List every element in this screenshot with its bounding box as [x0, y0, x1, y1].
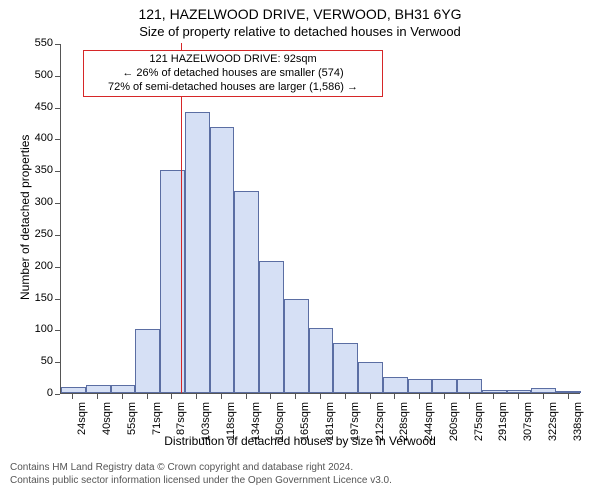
histogram-bar	[457, 379, 482, 393]
y-tick-mark	[55, 267, 60, 268]
annotation-line: 72% of semi-detached houses are larger (…	[88, 81, 378, 95]
histogram-bar	[556, 391, 581, 393]
x-tick-mark	[246, 394, 247, 399]
x-tick-mark	[147, 394, 148, 399]
y-tick-label: 100	[25, 323, 53, 335]
y-tick-mark	[55, 330, 60, 331]
license-line-1: Contains HM Land Registry data © Crown c…	[10, 462, 392, 475]
x-tick-label: 291sqm	[497, 402, 509, 452]
y-axis-label: Number of detached properties	[18, 135, 32, 300]
x-tick-label: 181sqm	[324, 402, 336, 452]
x-tick-mark	[493, 394, 494, 399]
histogram-bar	[61, 387, 86, 393]
license-text: Contains HM Land Registry data © Crown c…	[10, 462, 392, 487]
histogram-bar	[507, 390, 532, 393]
x-tick-label: 103sqm	[200, 402, 212, 452]
chart-title: 121, HAZELWOOD DRIVE, VERWOOD, BH31 6YG	[0, 6, 600, 22]
y-tick-mark	[55, 108, 60, 109]
histogram-bar	[284, 299, 309, 393]
x-tick-label: 307sqm	[522, 402, 534, 452]
x-tick-mark	[122, 394, 123, 399]
x-tick-label: 322sqm	[547, 402, 559, 452]
histogram-bar	[185, 112, 210, 393]
x-tick-mark	[97, 394, 98, 399]
license-line-2: Contains public sector information licen…	[10, 475, 392, 488]
chart-subtitle: Size of property relative to detached ho…	[0, 24, 600, 39]
x-tick-label: 197sqm	[349, 402, 361, 452]
x-tick-label: 134sqm	[250, 402, 262, 452]
histogram-bar	[358, 362, 383, 393]
x-tick-label: 165sqm	[299, 402, 311, 452]
annotation-line: ← 26% of detached houses are smaller (57…	[88, 67, 378, 81]
x-tick-mark	[518, 394, 519, 399]
y-tick-label: 500	[25, 69, 53, 81]
x-tick-mark	[345, 394, 346, 399]
x-tick-mark	[444, 394, 445, 399]
y-tick-mark	[55, 299, 60, 300]
y-tick-mark	[55, 394, 60, 395]
y-tick-label: 150	[25, 292, 53, 304]
x-tick-label: 87sqm	[175, 402, 187, 452]
x-tick-label: 228sqm	[398, 402, 410, 452]
annotation-box: 121 HAZELWOOD DRIVE: 92sqm← 26% of detac…	[83, 50, 383, 97]
histogram-bar	[482, 390, 507, 393]
x-tick-mark	[196, 394, 197, 399]
histogram-bar	[408, 379, 433, 393]
x-tick-mark	[171, 394, 172, 399]
y-tick-label: 0	[25, 387, 53, 399]
y-tick-label: 450	[25, 101, 53, 113]
x-tick-label: 55sqm	[126, 402, 138, 452]
x-tick-mark	[469, 394, 470, 399]
y-tick-label: 350	[25, 164, 53, 176]
chart-frame: { "title": "121, HAZELWOOD DRIVE, VERWOO…	[0, 0, 600, 500]
x-tick-mark	[543, 394, 544, 399]
y-tick-label: 200	[25, 260, 53, 272]
plot-area: 121 HAZELWOOD DRIVE: 92sqm← 26% of detac…	[60, 44, 580, 394]
y-tick-mark	[55, 362, 60, 363]
y-tick-mark	[55, 203, 60, 204]
y-tick-mark	[55, 139, 60, 140]
histogram-bar	[86, 385, 111, 393]
x-tick-label: 40sqm	[101, 402, 113, 452]
annotation-line: 121 HAZELWOOD DRIVE: 92sqm	[88, 53, 378, 67]
histogram-bar	[135, 329, 160, 393]
x-tick-label: 244sqm	[423, 402, 435, 452]
histogram-bar	[259, 261, 284, 393]
y-tick-label: 250	[25, 228, 53, 240]
histogram-bar	[531, 388, 556, 393]
x-tick-mark	[72, 394, 73, 399]
y-tick-mark	[55, 171, 60, 172]
x-tick-mark	[394, 394, 395, 399]
x-tick-label: 24sqm	[76, 402, 88, 452]
x-tick-label: 338sqm	[572, 402, 584, 452]
histogram-bar	[210, 127, 235, 393]
x-tick-label: 260sqm	[448, 402, 460, 452]
x-tick-label: 118sqm	[225, 402, 237, 452]
x-tick-label: 71sqm	[151, 402, 163, 452]
y-tick-label: 400	[25, 132, 53, 144]
y-tick-label: 50	[25, 355, 53, 367]
y-tick-label: 550	[25, 37, 53, 49]
x-tick-label: 212sqm	[374, 402, 386, 452]
histogram-bar	[383, 377, 408, 393]
x-tick-mark	[370, 394, 371, 399]
histogram-bar	[333, 343, 358, 393]
x-tick-label: 150sqm	[274, 402, 286, 452]
x-tick-mark	[270, 394, 271, 399]
x-tick-label: 275sqm	[473, 402, 485, 452]
x-tick-mark	[295, 394, 296, 399]
x-tick-mark	[320, 394, 321, 399]
histogram-bar	[234, 191, 259, 393]
y-tick-mark	[55, 76, 60, 77]
x-tick-mark	[419, 394, 420, 399]
y-tick-mark	[55, 44, 60, 45]
x-tick-mark	[568, 394, 569, 399]
histogram-bar	[432, 379, 457, 393]
y-tick-label: 300	[25, 196, 53, 208]
histogram-bar	[111, 385, 136, 393]
x-tick-mark	[221, 394, 222, 399]
histogram-bar	[309, 328, 334, 393]
y-tick-mark	[55, 235, 60, 236]
